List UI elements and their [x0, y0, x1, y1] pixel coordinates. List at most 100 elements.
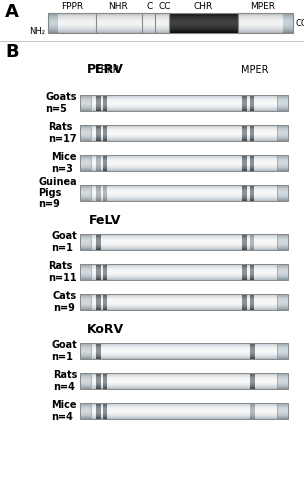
Bar — [92, 374, 277, 375]
Bar — [92, 409, 277, 410]
Bar — [250, 279, 254, 280]
Bar — [103, 306, 107, 308]
Bar — [95, 278, 101, 279]
Bar — [277, 236, 288, 238]
Bar — [58, 14, 283, 16]
Bar — [80, 186, 92, 187]
Bar — [80, 378, 92, 380]
Bar — [103, 294, 107, 295]
Bar — [80, 297, 92, 298]
Bar — [277, 157, 288, 158]
Bar — [95, 344, 101, 346]
Bar — [95, 199, 101, 200]
Bar — [250, 249, 254, 250]
Bar — [95, 374, 101, 375]
Bar — [95, 405, 101, 406]
Bar — [103, 308, 107, 310]
Bar — [80, 295, 92, 296]
Bar — [92, 187, 277, 188]
Bar — [80, 154, 92, 156]
Bar — [277, 382, 288, 384]
Bar — [80, 246, 92, 248]
Bar — [95, 418, 101, 419]
Bar — [103, 140, 107, 141]
Bar — [103, 384, 107, 386]
Bar — [250, 356, 255, 358]
Bar — [277, 274, 288, 276]
Bar — [95, 298, 101, 299]
Bar — [80, 373, 288, 389]
Bar — [242, 164, 247, 166]
Bar — [250, 168, 254, 170]
Bar — [92, 134, 277, 136]
Bar — [48, 26, 58, 28]
Bar — [250, 130, 254, 131]
Bar — [92, 164, 277, 165]
Bar — [103, 170, 107, 171]
Bar — [250, 134, 254, 136]
Bar — [277, 342, 288, 344]
Bar — [242, 168, 247, 170]
Bar — [80, 242, 92, 243]
Bar — [242, 248, 247, 249]
Bar — [103, 294, 107, 296]
Bar — [103, 415, 107, 416]
Bar — [277, 238, 288, 239]
Bar — [80, 197, 92, 198]
Bar — [250, 294, 254, 295]
Bar — [95, 192, 101, 193]
Bar — [250, 199, 254, 200]
Bar — [58, 21, 283, 22]
Bar — [277, 156, 288, 157]
Bar — [103, 99, 107, 100]
Bar — [95, 411, 101, 412]
Bar — [250, 138, 254, 139]
Bar — [277, 129, 288, 130]
Bar — [283, 22, 293, 23]
Bar — [95, 157, 101, 158]
Bar — [103, 271, 107, 272]
Bar — [277, 242, 288, 244]
Bar — [277, 194, 288, 195]
Bar — [250, 137, 254, 138]
Bar — [95, 242, 101, 243]
Bar — [242, 196, 247, 198]
Bar — [95, 274, 101, 276]
Bar — [242, 134, 247, 136]
Bar — [92, 278, 277, 280]
Bar — [92, 126, 277, 128]
Bar — [80, 108, 92, 110]
Bar — [242, 279, 247, 280]
Bar — [92, 163, 277, 164]
Bar — [277, 416, 288, 418]
Bar — [277, 350, 288, 351]
Bar — [242, 96, 247, 98]
Bar — [250, 198, 254, 199]
Bar — [92, 135, 277, 136]
Bar — [95, 354, 101, 356]
Bar — [103, 130, 107, 131]
Bar — [250, 165, 254, 166]
Bar — [95, 348, 101, 350]
Bar — [92, 136, 277, 138]
Bar — [103, 410, 107, 412]
Bar — [58, 18, 283, 19]
Bar — [80, 404, 92, 406]
Bar — [277, 270, 288, 271]
Bar — [242, 124, 247, 126]
Bar — [95, 297, 101, 298]
Bar — [95, 375, 101, 376]
Bar — [277, 99, 288, 100]
Bar — [80, 387, 92, 388]
Bar — [80, 296, 92, 297]
Bar — [95, 309, 101, 310]
Bar — [48, 28, 58, 29]
Bar — [277, 191, 288, 192]
Bar — [95, 197, 101, 198]
Bar — [95, 246, 101, 247]
Bar — [80, 248, 92, 249]
Bar — [277, 375, 288, 376]
Bar — [103, 306, 107, 307]
Bar — [169, 24, 238, 25]
Bar — [242, 271, 247, 272]
